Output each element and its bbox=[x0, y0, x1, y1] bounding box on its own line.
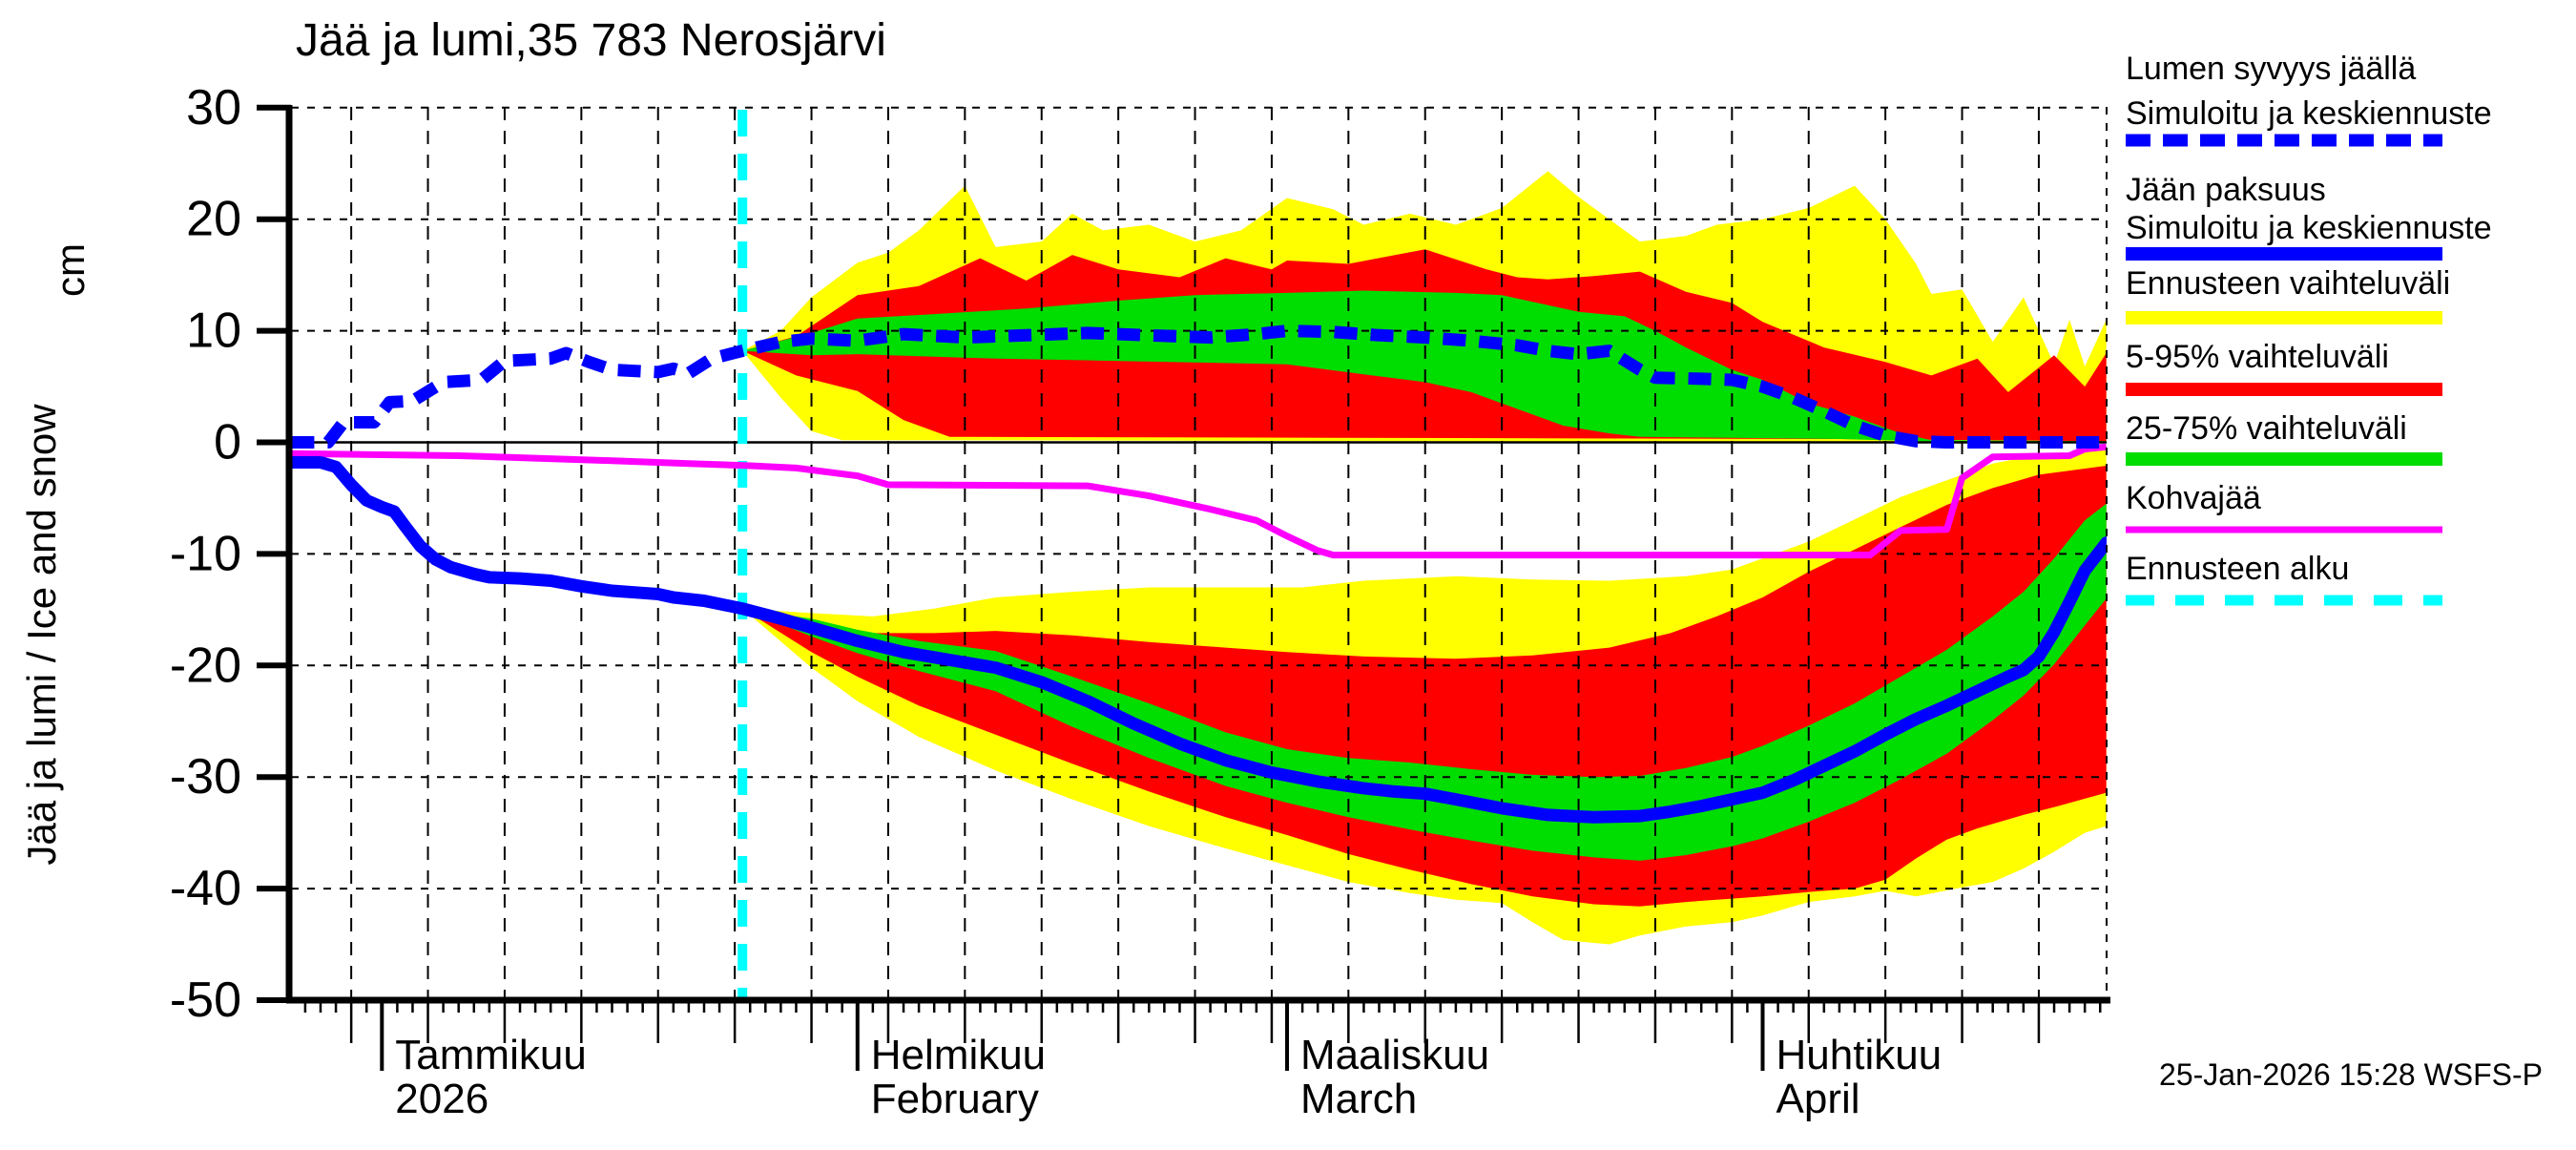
y-axis-label: Jää ja lumi / Ice and snow bbox=[19, 404, 64, 866]
legend: Lumen syvyys jäällä Simuloitu ja keskienn… bbox=[2126, 51, 2492, 606]
month-label-en: 2026 bbox=[395, 1076, 488, 1122]
legend-label2-snow-depth: Simuloitu ja keskiennuste bbox=[2126, 95, 2492, 132]
month-label-en: March bbox=[1300, 1076, 1417, 1122]
legend-label-range-5-95: 5-95% vaihteluväli bbox=[2126, 339, 2389, 375]
kohvajaa-line bbox=[291, 443, 2107, 559]
timestamp: 25-Jan-2026 15:28 WSFS-P bbox=[2159, 1057, 2543, 1092]
legend-label2-ice-thickness: Simuloitu ja keskiennuste bbox=[2126, 210, 2492, 246]
snow-depth-line bbox=[291, 324, 2107, 449]
legend-label-forecast-range: Ennusteen vaihteluväli bbox=[2126, 265, 2450, 302]
axes-layer bbox=[257, 104, 2110, 1071]
month-label-en: February bbox=[871, 1076, 1039, 1122]
chart-title: Jää ja lumi,35 783 Nerosjärvi bbox=[296, 15, 886, 66]
y-tick-label-0: 0 bbox=[214, 415, 241, 470]
gridlines-layer bbox=[291, 106, 2107, 1000]
y-tick-label--20: -20 bbox=[170, 638, 241, 693]
legend-label-ice-thickness: Jään paksuus bbox=[2126, 172, 2326, 208]
legend-label-forecast-start: Ennusteen alku bbox=[2126, 551, 2349, 587]
ice-thickness-line bbox=[291, 456, 2107, 824]
month-label-en: April bbox=[1776, 1076, 1860, 1122]
month-label-fi: Tammikuu bbox=[395, 1032, 587, 1078]
y-tick-label--50: -50 bbox=[170, 972, 241, 1028]
y-axis-unit-label: cm bbox=[48, 243, 93, 297]
month-label-fi: Huhtikuu bbox=[1776, 1032, 1942, 1078]
legend-label-kohvajaa: Kohvajää bbox=[2126, 480, 2261, 516]
y-tick-label--40: -40 bbox=[170, 861, 241, 916]
tick-labels-layer: 30 20 10 0 -10 -20 -30 -40 -50 bbox=[170, 80, 241, 1028]
data-lines-layer bbox=[291, 324, 2107, 824]
y-tick-label--30: -30 bbox=[170, 749, 241, 805]
y-tick-label-20: 20 bbox=[186, 192, 241, 247]
legend-label-snow-depth: Lumen syvyys jäällä bbox=[2126, 51, 2416, 87]
month-label-fi: Helmikuu bbox=[871, 1032, 1046, 1078]
legend-label-range-25-75: 25-75% vaihteluväli bbox=[2126, 410, 2407, 447]
band-ice-band-25-75 bbox=[742, 503, 2107, 861]
y-tick-label-30: 30 bbox=[186, 80, 241, 136]
month-label-fi: Maaliskuu bbox=[1300, 1032, 1489, 1078]
y-tick-label--10: -10 bbox=[170, 526, 241, 581]
y-tick-label-10: 10 bbox=[186, 303, 241, 359]
